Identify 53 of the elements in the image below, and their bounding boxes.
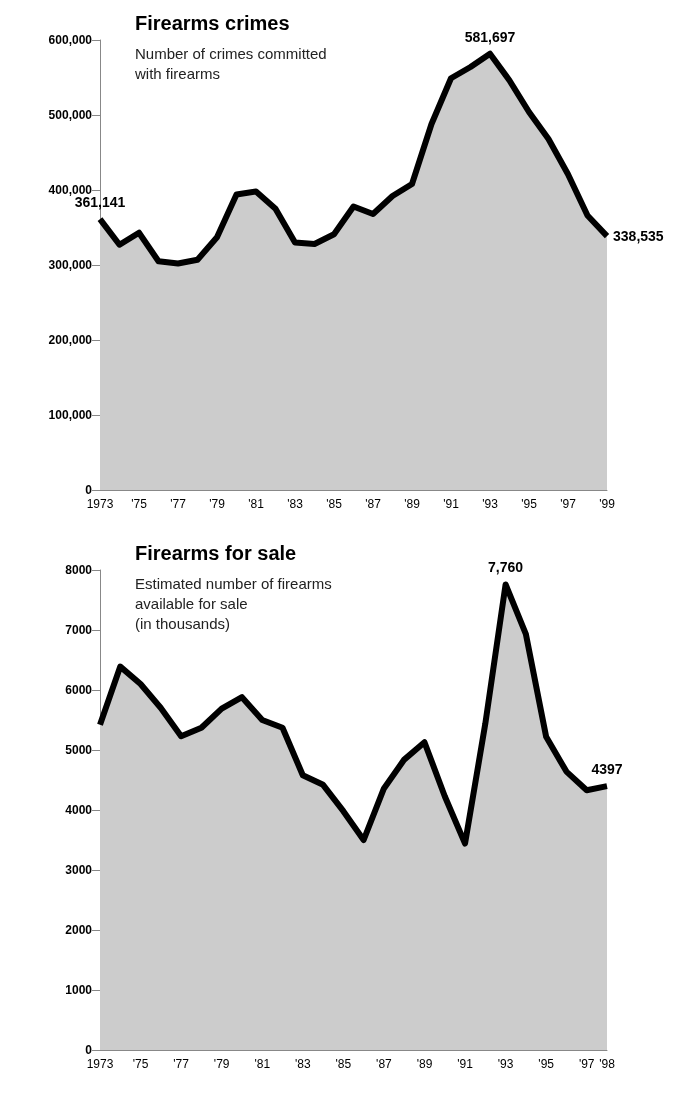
x-tick-label: '89	[416, 1057, 433, 1071]
y-tick-label: 500,000	[48, 108, 93, 122]
x-tick-label: '98	[599, 1057, 616, 1071]
x-tick-label: '77	[173, 1057, 190, 1071]
x-tick-label: '81	[248, 497, 265, 511]
x-tick-label: '95	[538, 1057, 555, 1071]
x-tick-label: 1973	[86, 497, 114, 511]
data-label: 361,141	[74, 194, 126, 211]
data-label: 338,535	[613, 228, 664, 245]
x-tick-label: '77	[170, 497, 187, 511]
x-tick-label: '87	[376, 1057, 393, 1071]
y-tick-label: 0	[85, 1043, 93, 1057]
y-tick-label: 600,000	[48, 33, 93, 47]
y-tick-label: 6000	[65, 683, 93, 697]
x-tick-label: '91	[457, 1057, 474, 1071]
text: Estimated number of firearms available for sale (in thousands)	[135, 574, 332, 632]
chart-title: Firearms crimes	[135, 12, 290, 34]
x-tick-label: '93	[497, 1057, 514, 1071]
y-tick-label: 100,000	[48, 408, 93, 422]
x-tick-label: '93	[482, 497, 499, 511]
x-tick-label: '95	[521, 497, 538, 511]
x-tick-label: '99	[599, 497, 616, 511]
x-tick-label: '97	[560, 497, 577, 511]
y-tick-label: 5000	[65, 743, 93, 757]
y-tick-label: 0	[85, 483, 93, 497]
y-tick-label: 7000	[65, 623, 93, 637]
x-tick-label: '85	[335, 1057, 352, 1071]
chart-title: Firearms for sale	[135, 542, 297, 564]
y-tick-label: 3000	[65, 863, 93, 877]
x-tick-label: '79	[213, 1057, 230, 1071]
x-tick-label: '75	[131, 497, 148, 511]
text: Number of crimes committed with firearms	[134, 44, 327, 82]
x-tick-label: '91	[443, 497, 460, 511]
x-tick-label: '75	[132, 1057, 149, 1071]
x-tick-label: 1973	[86, 1057, 114, 1071]
x-tick-label: '97	[578, 1057, 595, 1071]
data-label: 7,760	[488, 559, 524, 576]
y-tick-label: 2000	[65, 923, 93, 937]
y-tick-label: 4000	[65, 803, 93, 817]
x-tick-label: '85	[326, 497, 343, 511]
y-tick-label: 400,000	[48, 183, 93, 197]
x-tick-label: '87	[365, 497, 382, 511]
y-tick-label: 300,000	[48, 258, 93, 272]
y-tick-label: 200,000	[48, 333, 93, 347]
y-tick-label: 1000	[65, 983, 93, 997]
x-tick-label: '83	[287, 497, 304, 511]
data-label: 4397	[591, 761, 623, 778]
x-tick-label: '83	[294, 1057, 311, 1071]
x-tick-label: '81	[254, 1057, 271, 1071]
data-label: 581,697	[464, 28, 516, 45]
x-tick-label: '79	[209, 497, 226, 511]
y-tick-label: 8000	[65, 563, 93, 577]
x-tick-label: '89	[404, 497, 421, 511]
